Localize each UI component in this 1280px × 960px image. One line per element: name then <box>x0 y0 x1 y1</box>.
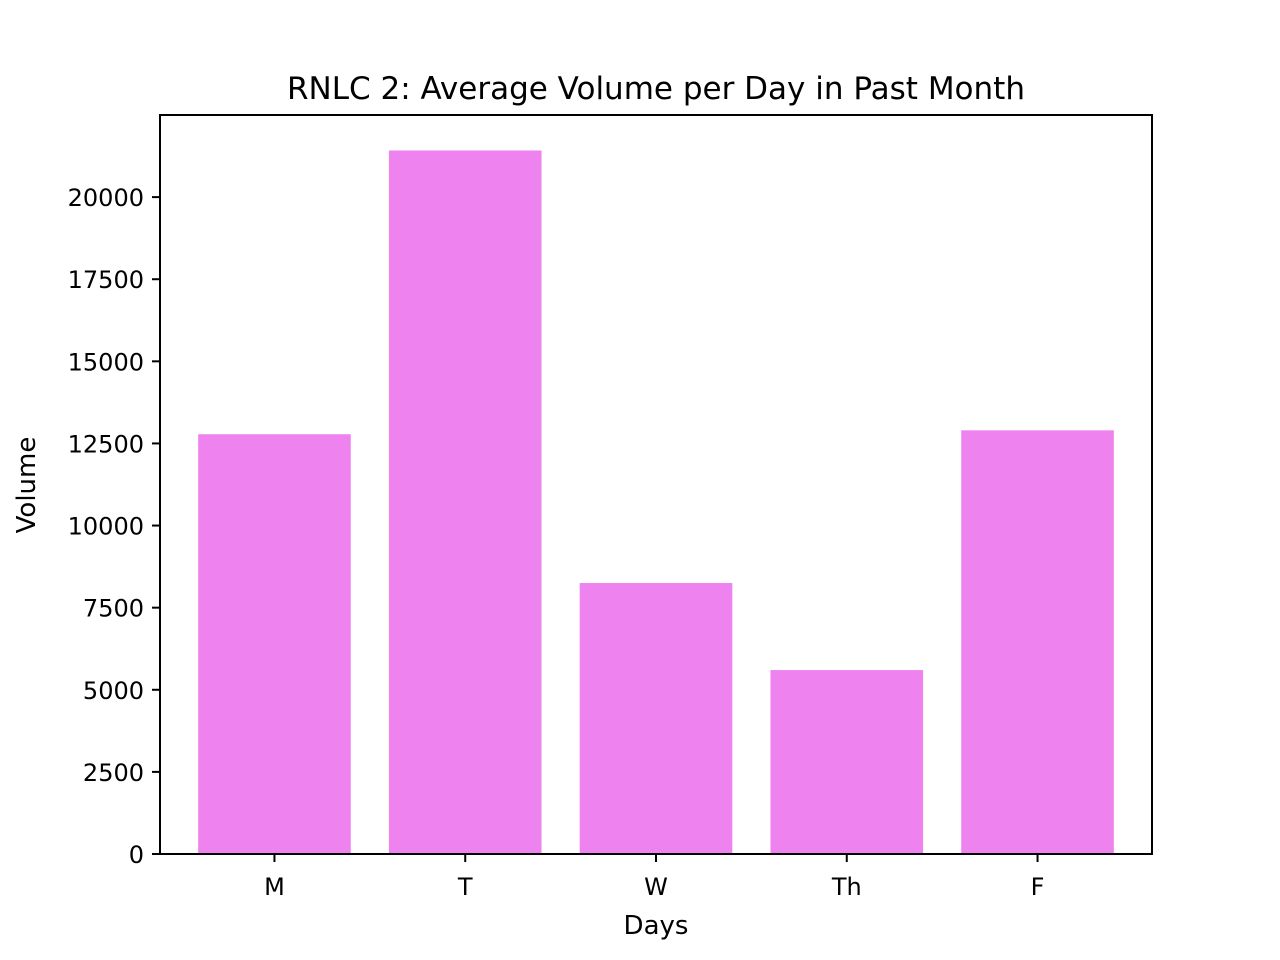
bar-w <box>579 583 733 854</box>
y-tick-label: 17500 <box>68 266 144 294</box>
y-tick-label: 2500 <box>83 759 144 787</box>
plot-frame <box>159 114 1153 855</box>
bar-th <box>770 670 924 854</box>
x-tick-label: F <box>1031 873 1045 901</box>
bar-t <box>388 150 542 855</box>
x-axis-label: Days <box>624 911 689 941</box>
x-tick-label: W <box>644 873 668 901</box>
x-tick-label: T <box>457 873 473 901</box>
y-tick-label: 12500 <box>68 430 144 458</box>
y-tick-label: 20000 <box>68 184 144 212</box>
x-tick-label: Th <box>831 873 862 901</box>
bar-f <box>961 430 1114 854</box>
y-axis-label: Volume <box>12 437 42 534</box>
y-tick-label: 10000 <box>68 513 144 541</box>
bar-m <box>198 434 351 854</box>
chart-title: RNLC 2: Average Volume per Day in Past M… <box>287 71 1025 107</box>
x-tick-label: M <box>264 873 285 901</box>
y-tick-label: 5000 <box>83 677 144 705</box>
y-tick-label: 0 <box>129 841 144 869</box>
y-tick-label: 15000 <box>68 348 144 376</box>
x-axis: M T W Th F <box>264 854 1044 901</box>
bars-group <box>198 150 1114 855</box>
y-axis: 0 2500 5000 7500 10000 12500 15000 17500 20000 <box>68 184 160 869</box>
y-tick-label: 7500 <box>83 595 144 623</box>
